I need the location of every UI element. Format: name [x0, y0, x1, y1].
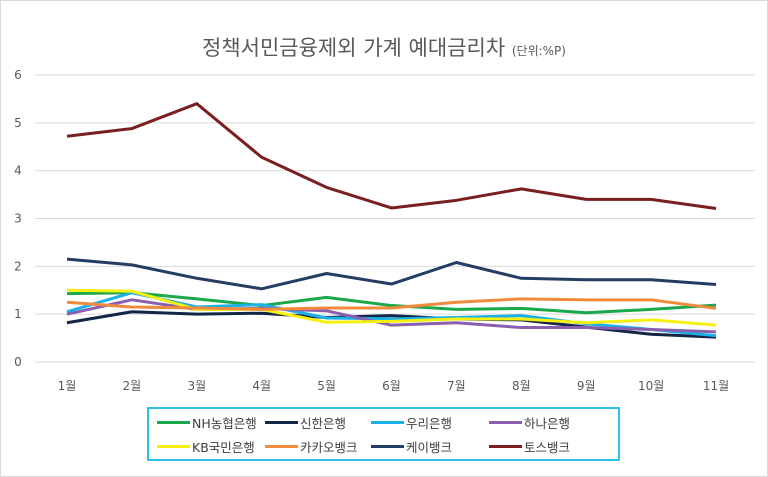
- legend-swatch: [265, 445, 298, 448]
- legend-item: 우리은행: [371, 413, 452, 432]
- legend-label: 우리은행: [406, 416, 453, 431]
- x-tick-label: 1월: [58, 379, 77, 393]
- x-tick-label: 2월: [123, 379, 142, 393]
- legend-item: 하나은행: [489, 413, 570, 432]
- title-text: 정책서민금융제외 가계 예대금리차: [202, 36, 506, 60]
- legend-label: 하나은행: [524, 416, 571, 431]
- series-line-4: [66, 288, 717, 327]
- legend-swatch: [265, 421, 298, 424]
- legend-label: KB국민은행: [192, 440, 255, 455]
- legend-swatch: [371, 421, 404, 424]
- legend-label: NH농협은행: [192, 416, 257, 431]
- x-tick-label: 10월: [638, 379, 664, 393]
- legend-swatch: [489, 445, 522, 448]
- legend-swatch: [371, 445, 404, 448]
- x-tick-label: 8월: [512, 379, 531, 393]
- legend-item: KB국민은행: [157, 437, 255, 456]
- x-tick-label: 6월: [382, 379, 401, 393]
- series-line-0: [66, 291, 717, 315]
- y-tick-label: 6: [14, 68, 22, 82]
- legend-item: 신한은행: [265, 413, 346, 432]
- series-line-5: [66, 297, 717, 311]
- legend-item: 토스뱅크: [489, 437, 570, 456]
- y-tick-label: 2: [14, 259, 22, 273]
- legend-swatch: [157, 445, 190, 448]
- x-tick-label: 5월: [317, 379, 336, 393]
- legend-item: 케이뱅크: [371, 437, 452, 456]
- x-tick-label: 3월: [187, 379, 206, 393]
- legend-label: 카카오뱅크: [300, 440, 358, 455]
- series-line-6: [66, 257, 717, 291]
- legend-label: 토스뱅크: [524, 440, 571, 455]
- x-tick-label: 9월: [577, 379, 596, 393]
- y-tick-label: 5: [14, 116, 22, 130]
- y-tick-label: 3: [14, 212, 22, 226]
- legend-swatch: [489, 421, 522, 424]
- x-tick-label: 7월: [447, 379, 466, 393]
- y-tick-label: 1: [14, 307, 22, 321]
- x-tick-label: 11월: [703, 379, 729, 393]
- legend-label: 신한은행: [300, 416, 347, 431]
- legend: NH농협은행 신한은행 우리은행 하나은행 KB국민은행 카카오뱅크 케이뱅크 토스뱅크: [147, 407, 620, 461]
- legend-item: 카카오뱅크: [265, 437, 358, 456]
- legend-item: NH농협은행: [157, 413, 257, 432]
- y-tick-label: 0: [14, 355, 22, 369]
- legend-swatch: [157, 421, 190, 424]
- y-tick-label: 4: [14, 164, 22, 178]
- unit-note: (단위:%P): [511, 44, 566, 58]
- legend-label: 케이뱅크: [406, 440, 453, 455]
- x-tick-label: 4월: [252, 379, 271, 393]
- chart-title: 정책서민금융제외 가계 예대금리차 (단위:%P): [0, 32, 768, 62]
- series-line-7: [66, 102, 717, 210]
